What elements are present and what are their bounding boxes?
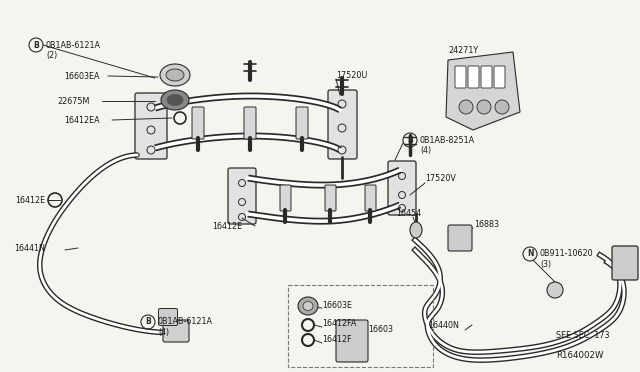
Ellipse shape xyxy=(161,90,189,110)
Text: 16412E: 16412E xyxy=(212,221,242,231)
Circle shape xyxy=(477,100,491,114)
FancyBboxPatch shape xyxy=(280,185,291,211)
Text: 16412EA: 16412EA xyxy=(64,115,100,125)
Text: 17520U: 17520U xyxy=(336,71,367,80)
FancyBboxPatch shape xyxy=(296,107,308,139)
Text: 17520V: 17520V xyxy=(425,173,456,183)
Text: (4): (4) xyxy=(158,327,169,337)
Text: 0B1AB-8251A: 0B1AB-8251A xyxy=(420,135,475,144)
Ellipse shape xyxy=(303,301,313,311)
FancyBboxPatch shape xyxy=(365,185,376,211)
Text: (3): (3) xyxy=(540,260,551,269)
FancyBboxPatch shape xyxy=(481,66,492,88)
Circle shape xyxy=(459,100,473,114)
FancyBboxPatch shape xyxy=(325,185,336,211)
FancyBboxPatch shape xyxy=(388,161,416,215)
Ellipse shape xyxy=(160,64,190,86)
FancyBboxPatch shape xyxy=(612,246,638,280)
Text: 24271Y: 24271Y xyxy=(448,45,478,55)
Ellipse shape xyxy=(166,69,184,81)
Text: 16883: 16883 xyxy=(474,219,499,228)
Text: 16440N: 16440N xyxy=(428,321,459,330)
Text: 16412FA: 16412FA xyxy=(322,320,356,328)
Text: B: B xyxy=(407,135,413,144)
Text: R164002W: R164002W xyxy=(556,350,604,359)
Text: 16412E: 16412E xyxy=(15,196,45,205)
FancyBboxPatch shape xyxy=(163,320,189,342)
FancyBboxPatch shape xyxy=(455,66,466,88)
FancyBboxPatch shape xyxy=(448,225,472,251)
FancyBboxPatch shape xyxy=(135,93,167,159)
Text: 0B1AB-6121A: 0B1AB-6121A xyxy=(46,41,101,49)
Text: 0B1AB-6121A: 0B1AB-6121A xyxy=(158,317,213,327)
Circle shape xyxy=(495,100,509,114)
Text: 16441N: 16441N xyxy=(14,244,45,253)
FancyBboxPatch shape xyxy=(192,107,204,139)
Text: (2): (2) xyxy=(46,51,57,60)
FancyBboxPatch shape xyxy=(494,66,505,88)
FancyBboxPatch shape xyxy=(228,168,256,224)
FancyBboxPatch shape xyxy=(468,66,479,88)
Text: 22675M: 22675M xyxy=(57,96,90,106)
Text: 16454: 16454 xyxy=(396,208,421,218)
Polygon shape xyxy=(446,52,520,130)
FancyBboxPatch shape xyxy=(328,90,357,159)
Text: 16603: 16603 xyxy=(368,326,393,334)
Text: N: N xyxy=(527,250,533,259)
Text: 16603E: 16603E xyxy=(322,301,352,310)
Text: B: B xyxy=(145,317,151,327)
Text: 16603EA: 16603EA xyxy=(64,71,99,80)
Text: 0B911-10620: 0B911-10620 xyxy=(540,250,594,259)
Circle shape xyxy=(547,282,563,298)
Text: SEE SEC. 173: SEE SEC. 173 xyxy=(556,330,609,340)
Text: B: B xyxy=(33,41,39,49)
Ellipse shape xyxy=(167,94,183,106)
FancyBboxPatch shape xyxy=(336,320,368,362)
Text: (4): (4) xyxy=(420,145,431,154)
Ellipse shape xyxy=(298,297,318,315)
Text: 16412F: 16412F xyxy=(322,336,351,344)
FancyBboxPatch shape xyxy=(159,308,177,326)
Ellipse shape xyxy=(410,222,422,238)
FancyBboxPatch shape xyxy=(244,107,256,139)
Bar xyxy=(288,285,433,367)
